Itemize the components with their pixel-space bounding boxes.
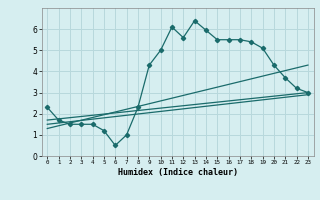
X-axis label: Humidex (Indice chaleur): Humidex (Indice chaleur) bbox=[118, 168, 237, 177]
